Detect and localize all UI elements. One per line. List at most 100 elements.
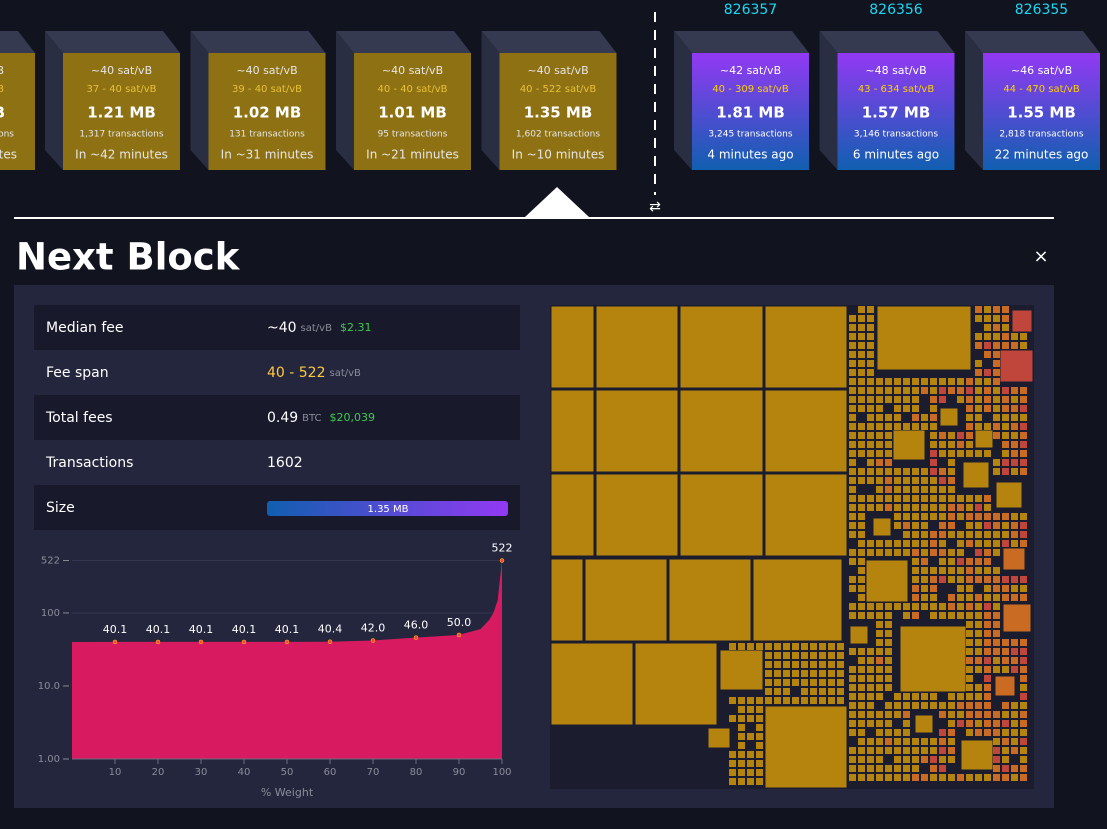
tx-square <box>858 432 865 439</box>
tx-square <box>939 540 946 547</box>
tx-square <box>921 423 928 430</box>
tx-square <box>984 531 991 538</box>
tx-square <box>948 432 955 439</box>
tx-square <box>849 396 856 403</box>
tx-square <box>729 715 736 722</box>
pending-block[interactable]: ~40 sat/vB 40 - 522 sat/vB 1.35 MB 1,602 tr… <box>481 31 617 170</box>
data-point <box>413 635 419 640</box>
tx-square <box>858 729 865 736</box>
tx-square <box>876 693 883 700</box>
tx-square <box>993 657 1000 664</box>
block-height[interactable]: 826355 <box>1015 2 1068 18</box>
tx-square <box>849 531 856 538</box>
tx-square <box>957 576 964 583</box>
tx-square <box>930 423 937 430</box>
tx-square <box>1011 729 1018 736</box>
tx-square <box>894 468 901 475</box>
tx-square <box>930 585 937 592</box>
block-height[interactable]: 826356 <box>869 2 923 18</box>
mined-block[interactable]: 826356 ~48 sat/vB 43 - 634 sat/vB 1.57 MB 3,… <box>819 2 955 170</box>
row-value: 1602 <box>267 455 303 471</box>
tx-square <box>738 697 745 704</box>
tx-square <box>1020 342 1027 349</box>
size-bar <box>267 501 508 516</box>
value: 40 - 522 <box>267 365 326 381</box>
tx-square <box>966 711 973 718</box>
pending-block[interactable]: ~40 sat/vB 40 - 40 sat/vB 1.01 MB 95 transa… <box>336 31 471 170</box>
tx-square <box>810 679 817 686</box>
tx-square <box>966 657 973 664</box>
tx-square <box>876 657 883 664</box>
mined-block[interactable]: 826357 ~42 sat/vB 40 - 309 sat/vB 1.81 MB 3,… <box>674 2 809 170</box>
tx-square <box>858 531 865 538</box>
tx-square <box>858 306 865 313</box>
tx-square <box>993 747 1000 754</box>
tx-square <box>993 324 1000 331</box>
tx-square <box>903 774 910 781</box>
tx-square <box>960 739 994 771</box>
tx-square <box>1002 702 1009 709</box>
tx-square <box>858 549 865 556</box>
tx-square <box>1011 657 1018 664</box>
tx-square <box>849 414 856 421</box>
tx-square <box>966 450 973 457</box>
tx-square <box>756 760 763 767</box>
tx-square <box>921 414 928 421</box>
pending-block[interactable]: ~40 sat/vB 39 - 40 sat/vB 1.02 MB 131 trans… <box>190 31 326 170</box>
tx-square <box>903 531 910 538</box>
close-button[interactable]: × <box>1033 246 1048 267</box>
tx-square <box>774 670 781 677</box>
tx-square <box>1011 423 1018 430</box>
tx-square <box>921 747 928 754</box>
tx-square <box>921 567 928 574</box>
tx-square <box>1002 720 1009 727</box>
pending-block[interactable]: ~40 sat/vB 37 - 40 sat/vB 1.21 MB 1,317 tra… <box>45 31 180 170</box>
block-fee-range: 39 - 40 sat/vB <box>232 84 302 95</box>
tx-square <box>894 711 901 718</box>
tx-square <box>876 711 883 718</box>
tx-square <box>595 305 679 389</box>
partial-block[interactable]: BBBonsutes <box>0 31 35 170</box>
block-eta: utes <box>0 148 17 162</box>
tx-square <box>903 495 910 502</box>
tx-square <box>849 648 856 655</box>
x-axis-label: % Weight <box>261 786 314 799</box>
tx-square <box>849 675 856 682</box>
tx-square <box>993 774 1000 781</box>
block-transactions: ons <box>0 130 14 140</box>
block-eta: In ~10 minutes <box>512 148 605 162</box>
tx-square <box>819 688 826 695</box>
value: 0.49 <box>267 410 298 426</box>
tx-square <box>984 387 991 394</box>
block-side <box>674 31 692 170</box>
tx-square <box>858 765 865 772</box>
tx-square <box>885 414 892 421</box>
tx-square <box>849 720 856 727</box>
tx-square <box>921 693 928 700</box>
tx-square <box>957 774 964 781</box>
tx-square <box>993 639 1000 646</box>
block-median-fee: ~40 sat/vB <box>382 64 443 77</box>
swap-icon[interactable]: ⇄ <box>649 199 661 215</box>
tx-square <box>764 705 848 789</box>
tx-square <box>912 468 919 475</box>
tx-square <box>819 652 826 659</box>
tx-square <box>984 324 991 331</box>
tx-square <box>984 396 991 403</box>
tx-square <box>738 769 745 776</box>
tx-square <box>914 714 934 734</box>
block-height[interactable]: 826357 <box>724 2 777 18</box>
tx-square <box>957 693 964 700</box>
tx-square <box>747 751 754 758</box>
block-side <box>190 31 209 170</box>
tx-square <box>930 495 937 502</box>
tx-square <box>993 567 1000 574</box>
tx-square <box>1002 432 1009 439</box>
mined-block[interactable]: 826355 ~46 sat/vB 44 - 470 sat/vB 1.55 MB 2,… <box>965 2 1100 170</box>
tx-square <box>858 756 865 763</box>
tx-square <box>993 549 1000 556</box>
tx-square <box>783 661 790 668</box>
tx-square <box>1020 666 1027 673</box>
tx-square <box>764 389 848 473</box>
tx-square <box>858 396 865 403</box>
